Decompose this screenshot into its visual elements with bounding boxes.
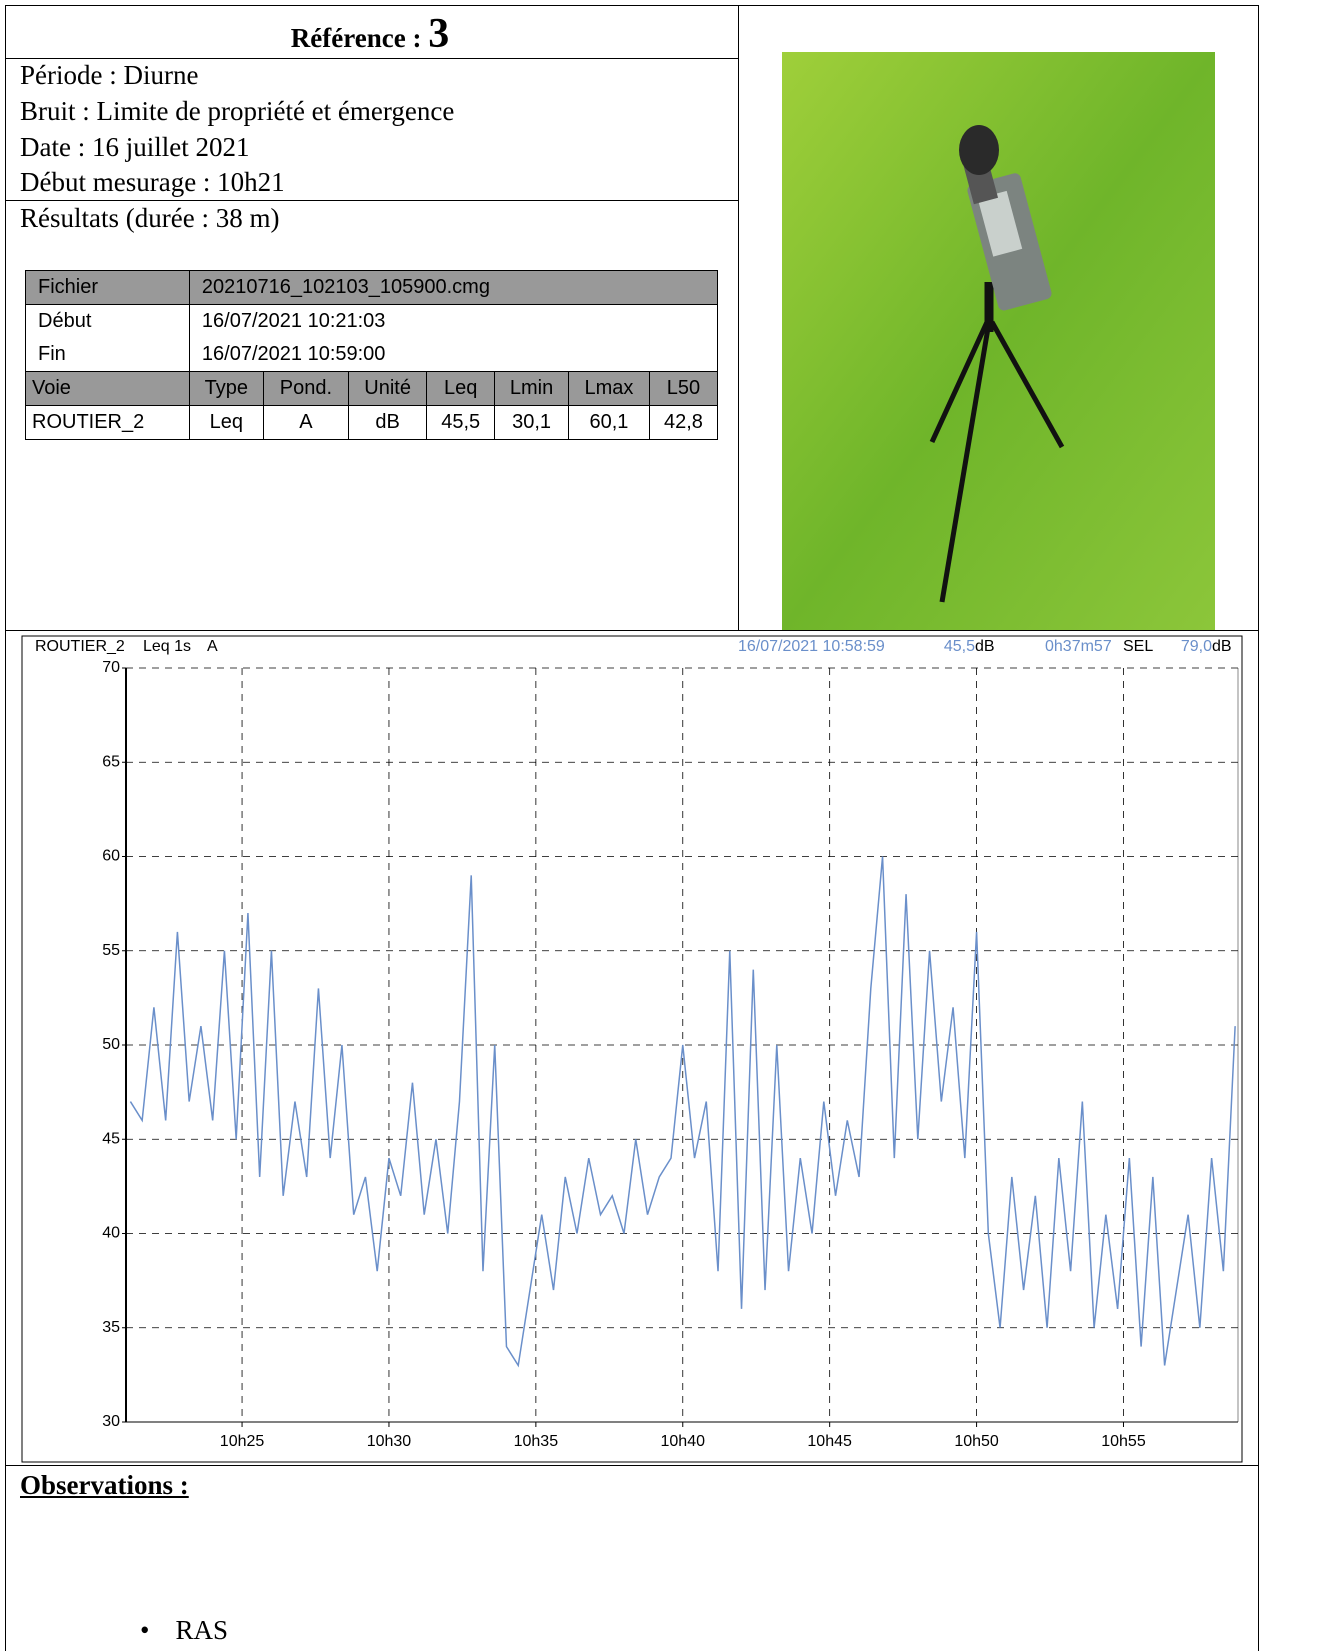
cell: 60,1 xyxy=(568,406,649,440)
x-tick-label: 10h30 xyxy=(367,1433,412,1450)
reference: Référence : 3 xyxy=(0,10,740,58)
x-tick-label: 10h40 xyxy=(661,1433,706,1450)
y-tick-label: 40 xyxy=(102,1225,120,1242)
info-line: Bruit : Limite de propriété et émergence xyxy=(20,96,454,127)
cell: Leq xyxy=(189,406,263,440)
weighting: A xyxy=(207,638,218,655)
cell: dB xyxy=(349,406,427,440)
cell: Unité xyxy=(349,372,427,406)
cell: 45,5 xyxy=(427,406,495,440)
cell: Fin xyxy=(26,338,190,372)
cell: Pond. xyxy=(263,372,348,406)
page: Référence : 3 Période : Diurne Bruit : L… xyxy=(0,0,1322,1650)
y-tick-label: 35 xyxy=(102,1319,120,1336)
y-tick-label: 45 xyxy=(102,1130,120,1147)
x-tick-label: 10h50 xyxy=(954,1433,999,1450)
sel-unit: dB xyxy=(1212,638,1232,655)
y-tick-label: 65 xyxy=(102,753,120,770)
cell: 16/07/2021 10:59:00 xyxy=(189,338,717,372)
cell: Début xyxy=(26,305,190,339)
cell: 16/07/2021 10:21:03 xyxy=(189,305,717,339)
cell: Fichier xyxy=(26,271,190,305)
level: 45,5 xyxy=(944,638,975,655)
observation-text: RAS xyxy=(175,1615,228,1645)
observations-title: Observations : xyxy=(20,1470,189,1501)
y-tick-label: 70 xyxy=(102,659,120,676)
cell: Leq xyxy=(427,372,495,406)
cell: Voie xyxy=(26,372,190,406)
observation-item: •RAS xyxy=(140,1615,228,1646)
y-tick-label: 50 xyxy=(102,1036,120,1053)
x-tick-label: 10h35 xyxy=(514,1433,559,1450)
x-tick-label: 10h55 xyxy=(1101,1433,1146,1450)
chart-frame xyxy=(22,636,1242,1462)
x-tick-label: 10h25 xyxy=(220,1433,265,1450)
measure: Leq 1s xyxy=(143,638,191,655)
y-tick-label: 30 xyxy=(102,1413,120,1430)
sel: 79,0 xyxy=(1181,638,1212,655)
reference-number: 3 xyxy=(428,11,449,57)
cell: A xyxy=(263,406,348,440)
cell: Type xyxy=(189,372,263,406)
channel: ROUTIER_2 xyxy=(35,638,125,655)
y-tick-label: 55 xyxy=(102,942,120,959)
x-tick-label: 10h45 xyxy=(807,1433,852,1450)
duration: 0h37m57 xyxy=(1045,638,1112,655)
divider xyxy=(5,58,738,59)
info-line: Début mesurage : 10h21 xyxy=(20,167,285,198)
reference-label: Référence : xyxy=(291,23,422,53)
timestamp: 16/07/2021 10:58:59 xyxy=(738,638,885,655)
cell: Lmin xyxy=(495,372,569,406)
cell: Lmax xyxy=(568,372,649,406)
cell: L50 xyxy=(649,372,717,406)
divider xyxy=(5,1465,1258,1466)
y-tick-label: 60 xyxy=(102,848,120,865)
level-unit: dB xyxy=(975,638,995,655)
divider xyxy=(5,200,738,201)
cell: 30,1 xyxy=(495,406,569,440)
chart: ROUTIER_2 Leq 1s A 16/07/2021 10:58:59 4… xyxy=(0,630,1322,1465)
sel-label: SEL xyxy=(1123,638,1153,655)
info-line: Date : 16 juillet 2021 xyxy=(20,132,249,163)
results: Résultats (durée : 38 m) xyxy=(20,203,279,234)
photo xyxy=(782,52,1215,630)
cell: 20210716_102103_105900.cmg xyxy=(189,271,717,305)
divider xyxy=(738,5,739,630)
info-line: Période : Diurne xyxy=(20,60,198,91)
cell: ROUTIER_2 xyxy=(26,406,190,440)
cell: 42,8 xyxy=(649,406,717,440)
